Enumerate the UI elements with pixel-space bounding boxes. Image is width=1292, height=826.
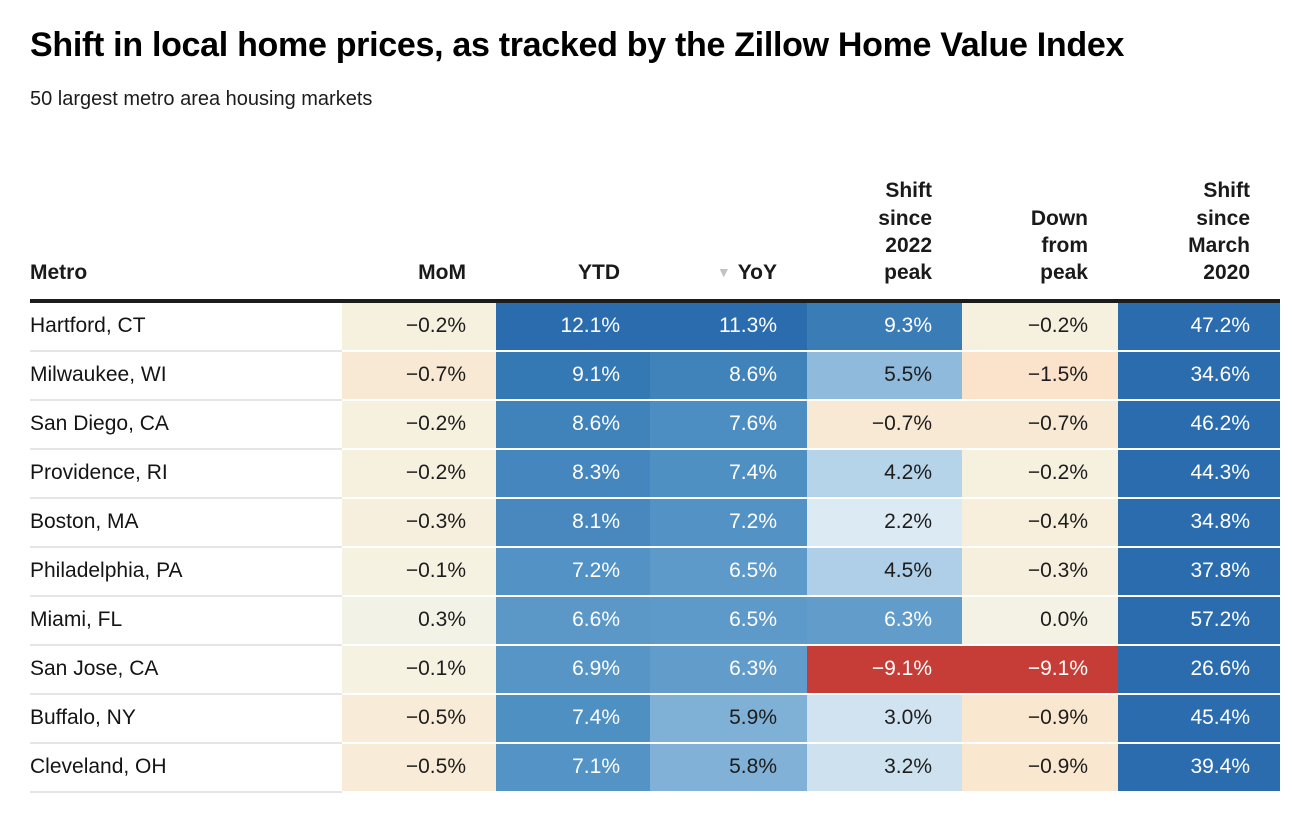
down-from-peak-value-cell: −0.9% bbox=[962, 743, 1118, 793]
shift-2022-peak-value-cell: 9.3% bbox=[807, 302, 962, 352]
table-row: Philadelphia, PA −0.1% 7.2% 6.5% 4.5% −0… bbox=[30, 547, 1280, 597]
column-header-metro[interactable]: Metro bbox=[30, 137, 342, 303]
column-header-ytd[interactable]: YTD bbox=[496, 137, 650, 303]
shift-march-2020-value-cell: 57.2% bbox=[1118, 596, 1280, 646]
mom-value-cell: −0.2% bbox=[342, 400, 496, 450]
mom-value-cell: 0.3% bbox=[342, 596, 496, 646]
yoy-value-cell: 11.3% bbox=[650, 302, 807, 352]
mom-value-cell: −0.5% bbox=[342, 743, 496, 793]
page-title: Shift in local home prices, as tracked b… bbox=[30, 26, 1125, 64]
yoy-value-cell: 6.5% bbox=[650, 547, 807, 597]
shift-2022-peak-value-cell: 3.2% bbox=[807, 743, 962, 793]
metro-cell: San Diego, CA bbox=[30, 400, 342, 450]
ytd-value-cell: 8.3% bbox=[496, 449, 650, 499]
metro-cell: Providence, RI bbox=[30, 449, 342, 499]
yoy-value-cell: 5.9% bbox=[650, 694, 807, 744]
page: Shift in local home prices, as tracked b… bbox=[30, 26, 1280, 793]
ytd-value-cell: 6.6% bbox=[496, 596, 650, 646]
ytd-value-cell: 7.1% bbox=[496, 743, 650, 793]
yoy-value-cell: 6.3% bbox=[650, 645, 807, 695]
yoy-value-cell: 5.8% bbox=[650, 743, 807, 793]
shift-2022-peak-value-cell: 2.2% bbox=[807, 498, 962, 548]
ytd-value-cell: 7.2% bbox=[496, 547, 650, 597]
ytd-value-cell: 8.6% bbox=[496, 400, 650, 450]
down-from-peak-value-cell: −0.2% bbox=[962, 449, 1118, 499]
table-row: Providence, RI −0.2% 8.3% 7.4% 4.2% −0.2… bbox=[30, 449, 1280, 499]
down-from-peak-value-cell: −9.1% bbox=[962, 645, 1118, 695]
down-from-peak-value-cell: −0.3% bbox=[962, 547, 1118, 597]
page-subtitle: 50 largest metro area housing markets bbox=[30, 87, 373, 110]
down-from-peak-value-cell: 0.0% bbox=[962, 596, 1118, 646]
ytd-value-cell: 9.1% bbox=[496, 351, 650, 401]
shift-march-2020-value-cell: 44.3% bbox=[1118, 449, 1280, 499]
ytd-value-cell: 12.1% bbox=[496, 302, 650, 352]
metro-cell: Boston, MA bbox=[30, 498, 342, 548]
table-row: Cleveland, OH −0.5% 7.1% 5.8% 3.2% −0.9%… bbox=[30, 743, 1280, 793]
shift-2022-peak-value-cell: −9.1% bbox=[807, 645, 962, 695]
shift-march-2020-value-cell: 45.4% bbox=[1118, 694, 1280, 744]
shift-march-2020-value-cell: 34.8% bbox=[1118, 498, 1280, 548]
metro-cell: Philadelphia, PA bbox=[30, 547, 342, 597]
column-header-mom[interactable]: MoM bbox=[342, 137, 496, 303]
shift-2022-peak-value-cell: 3.0% bbox=[807, 694, 962, 744]
table-row: Buffalo, NY −0.5% 7.4% 5.9% 3.0% −0.9% 4… bbox=[30, 694, 1280, 744]
table-row: San Diego, CA −0.2% 8.6% 7.6% −0.7% −0.7… bbox=[30, 400, 1280, 450]
yoy-value-cell: 7.2% bbox=[650, 498, 807, 548]
shift-march-2020-value-cell: 34.6% bbox=[1118, 351, 1280, 401]
shift-march-2020-value-cell: 26.6% bbox=[1118, 645, 1280, 695]
mom-value-cell: −0.3% bbox=[342, 498, 496, 548]
shift-2022-peak-value-cell: 5.5% bbox=[807, 351, 962, 401]
yoy-value-cell: 7.4% bbox=[650, 449, 807, 499]
metro-cell: Hartford, CT bbox=[30, 302, 342, 352]
shift-2022-peak-value-cell: 4.2% bbox=[807, 449, 962, 499]
shift-march-2020-value-cell: 37.8% bbox=[1118, 547, 1280, 597]
sort-descending-icon: ▼ bbox=[716, 264, 731, 281]
table-row: Milwaukee, WI −0.7% 9.1% 8.6% 5.5% −1.5%… bbox=[30, 351, 1280, 401]
down-from-peak-value-cell: −1.5% bbox=[962, 351, 1118, 401]
down-from-peak-value-cell: −0.7% bbox=[962, 400, 1118, 450]
column-header-yoy-label: YoY bbox=[737, 261, 777, 285]
column-header-down-from-peak[interactable]: Down from peak bbox=[962, 137, 1118, 303]
mom-value-cell: −0.1% bbox=[342, 645, 496, 695]
mom-value-cell: −0.1% bbox=[342, 547, 496, 597]
shift-march-2020-value-cell: 47.2% bbox=[1118, 302, 1280, 352]
column-header-shift-2022-peak[interactable]: Shift since 2022 peak bbox=[807, 137, 962, 303]
shift-2022-peak-value-cell: −0.7% bbox=[807, 400, 962, 450]
metro-cell: Milwaukee, WI bbox=[30, 351, 342, 401]
ytd-value-cell: 7.4% bbox=[496, 694, 650, 744]
mom-value-cell: −0.2% bbox=[342, 302, 496, 352]
ytd-value-cell: 8.1% bbox=[496, 498, 650, 548]
table-row: Boston, MA −0.3% 8.1% 7.2% 2.2% −0.4% 34… bbox=[30, 498, 1280, 548]
yoy-value-cell: 8.6% bbox=[650, 351, 807, 401]
yoy-value-cell: 6.5% bbox=[650, 596, 807, 646]
yoy-value-cell: 7.6% bbox=[650, 400, 807, 450]
down-from-peak-value-cell: −0.4% bbox=[962, 498, 1118, 548]
metro-cell: Cleveland, OH bbox=[30, 743, 342, 793]
metro-cell: Buffalo, NY bbox=[30, 694, 342, 744]
home-price-table: Metro MoM YTD ▼ YoY Shift since 2022 peak… bbox=[30, 137, 1280, 793]
ytd-value-cell: 6.9% bbox=[496, 645, 650, 695]
mom-value-cell: −0.5% bbox=[342, 694, 496, 744]
table-row: Hartford, CT −0.2% 12.1% 11.3% 9.3% −0.2… bbox=[30, 302, 1280, 352]
metro-cell: San Jose, CA bbox=[30, 645, 342, 695]
shift-march-2020-value-cell: 39.4% bbox=[1118, 743, 1280, 793]
shift-march-2020-value-cell: 46.2% bbox=[1118, 400, 1280, 450]
down-from-peak-value-cell: −0.9% bbox=[962, 694, 1118, 744]
mom-value-cell: −0.7% bbox=[342, 351, 496, 401]
table-header: Metro MoM YTD ▼ YoY Shift since 2022 peak… bbox=[30, 137, 1280, 303]
metro-cell: Miami, FL bbox=[30, 596, 342, 646]
mom-value-cell: −0.2% bbox=[342, 449, 496, 499]
table-body: Hartford, CT −0.2% 12.1% 11.3% 9.3% −0.2… bbox=[30, 302, 1280, 793]
table-row: Miami, FL 0.3% 6.6% 6.5% 6.3% 0.0% 57.2% bbox=[30, 596, 1280, 646]
shift-2022-peak-value-cell: 6.3% bbox=[807, 596, 962, 646]
column-header-shift-march-2020[interactable]: Shift since March 2020 bbox=[1118, 137, 1280, 303]
column-header-yoy[interactable]: ▼ YoY bbox=[650, 137, 807, 303]
table-row: San Jose, CA −0.1% 6.9% 6.3% −9.1% −9.1%… bbox=[30, 645, 1280, 695]
shift-2022-peak-value-cell: 4.5% bbox=[807, 547, 962, 597]
down-from-peak-value-cell: −0.2% bbox=[962, 302, 1118, 352]
